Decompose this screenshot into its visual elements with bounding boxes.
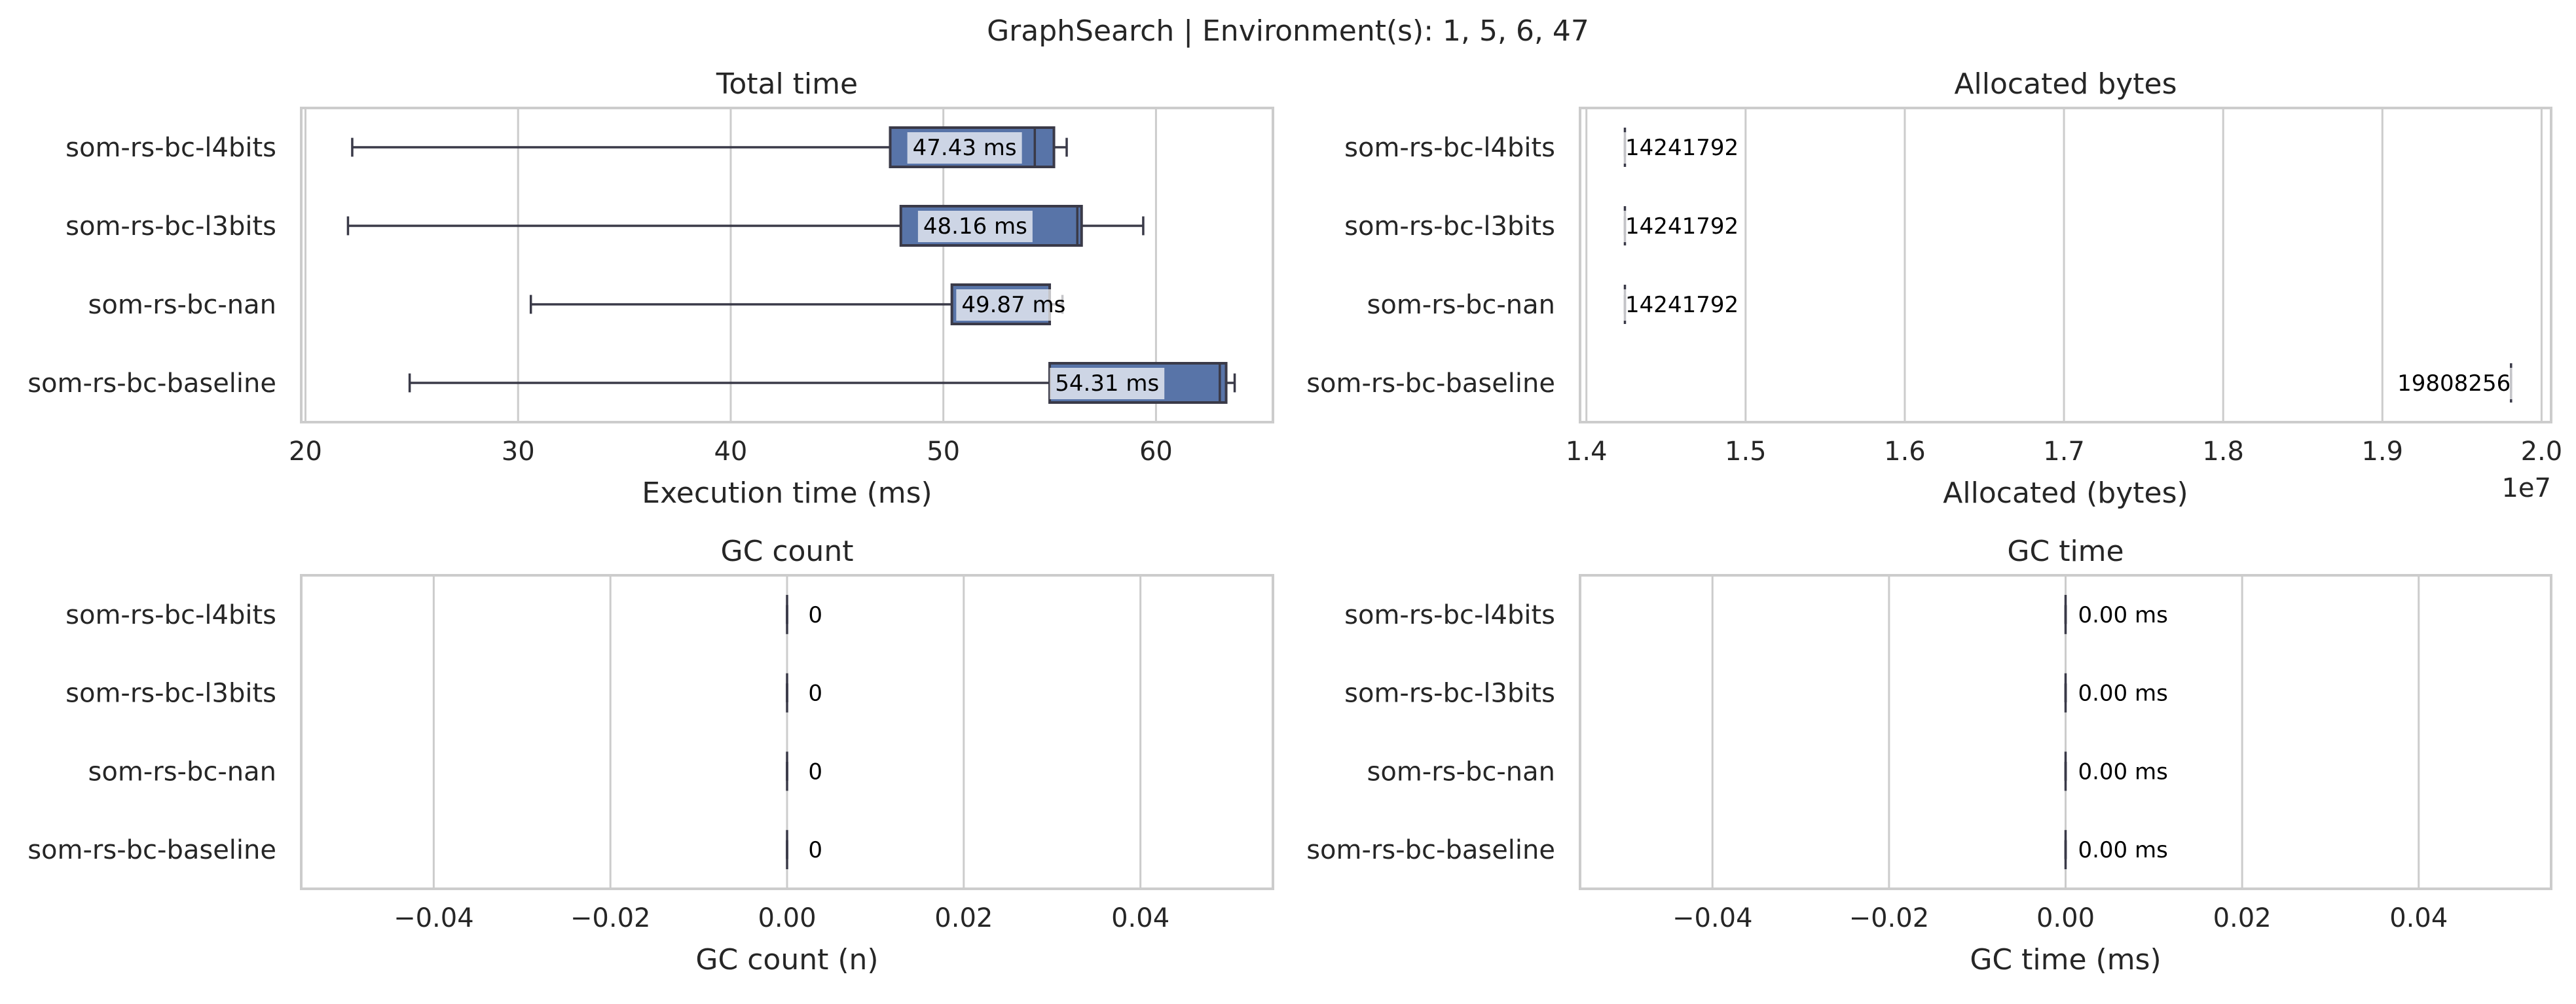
- x-tick-label: 20: [289, 437, 322, 467]
- data-label: 0: [808, 681, 822, 707]
- x-tick-label: 50: [927, 437, 960, 467]
- data-label-background: [1050, 368, 1165, 399]
- x-tick-label: 0.04: [1111, 903, 1169, 933]
- x-tick-label: 0.00: [758, 903, 816, 933]
- data-label-background: [917, 211, 1033, 242]
- x-axis-label: GC time (ms): [1970, 943, 2161, 977]
- x-tick-label: 1.5: [1725, 437, 1767, 467]
- data-label-background: [803, 756, 828, 788]
- data-label: 0: [808, 759, 822, 785]
- y-category-label: som-rs-bc-nan: [88, 757, 276, 787]
- data-label: 47.43 ms: [913, 135, 1017, 161]
- y-category-label: som-rs-bc-l3bits: [1344, 211, 1555, 242]
- data-label-background: [1620, 132, 1744, 164]
- data-label: 0.00 ms: [2078, 681, 2167, 707]
- data-label-background: [2072, 677, 2173, 709]
- data-label-background: [803, 677, 828, 709]
- data-label-background: [2072, 599, 2173, 631]
- y-category-label: som-rs-bc-nan: [1367, 290, 1555, 320]
- y-category-label: som-rs-bc-baseline: [28, 835, 276, 865]
- x-tick-label: 0.02: [934, 903, 993, 933]
- panel-3: GC time −0.04 −0.02 0.00 0.02 0.04 GC time (ms…: [1306, 535, 2552, 977]
- data-label: 19808256: [2397, 370, 2511, 397]
- axes-frame: [300, 574, 1274, 890]
- y-category-label: som-rs-bc-baseline: [28, 368, 276, 399]
- y-category-label: som-rs-bc-l4bits: [1344, 133, 1555, 163]
- x-tick-label: 1.7: [2043, 437, 2085, 467]
- y-category-label: som-rs-bc-l4bits: [65, 133, 276, 163]
- data-label-background: [1620, 289, 1744, 321]
- panel-title: GC count: [721, 535, 854, 568]
- x-tick-label: 2.0: [2521, 437, 2563, 467]
- x-axis-label: Execution time (ms): [642, 476, 932, 510]
- data-label-background: [2072, 834, 2173, 867]
- y-category-label: som-rs-bc-l4bits: [1344, 600, 1555, 630]
- data-label-background: [2072, 756, 2173, 788]
- data-label: 49.87 ms: [961, 292, 1065, 318]
- x-offset-label: 1e7: [2501, 473, 2551, 503]
- panel-title: Allocated bytes: [1954, 67, 2177, 101]
- y-category-label: som-rs-bc-l3bits: [65, 679, 276, 709]
- data-label: 0.00 ms: [2078, 837, 2167, 863]
- y-category-label: som-rs-bc-l3bits: [65, 211, 276, 242]
- data-label: 14241792: [1625, 292, 1739, 318]
- data-label-background: [1620, 211, 1744, 242]
- x-tick-label: 60: [1139, 437, 1173, 467]
- x-tick-label: 1.8: [2202, 437, 2244, 467]
- panel-2: GC count −0.04 −0.02 0.00 0.02 0.04 GC count (…: [28, 535, 1274, 977]
- x-tick-label: 1.4: [1566, 437, 1608, 467]
- data-label-background: [803, 599, 828, 631]
- data-label-background: [803, 834, 828, 867]
- panel-title: Total time: [716, 67, 858, 101]
- chart-panels: Total time 20 30 40 50 60 Execution time (ms) s…: [28, 67, 2562, 977]
- data-label: 0.00 ms: [2078, 602, 2167, 628]
- y-category-label: som-rs-bc-l3bits: [1344, 679, 1555, 709]
- x-tick-label: 0.04: [2389, 903, 2448, 933]
- x-tick-label: 0.02: [2213, 903, 2272, 933]
- x-tick-label: −0.04: [1672, 903, 1753, 933]
- axes-frame: [1579, 107, 2552, 423]
- data-label: 0: [808, 837, 822, 863]
- data-label-background: [907, 132, 1022, 164]
- data-label: 0: [808, 602, 822, 628]
- y-category-label: som-rs-bc-baseline: [1306, 835, 1555, 865]
- y-category-label: som-rs-bc-l4bits: [65, 600, 276, 630]
- y-category-label: som-rs-bc-nan: [1367, 757, 1555, 787]
- x-tick-label: −0.04: [394, 903, 474, 933]
- axes-frame: [1579, 574, 2552, 890]
- panel-0: Total time 20 30 40 50 60 Execution time (ms) s…: [28, 67, 1274, 510]
- data-label: 14241792: [1625, 135, 1739, 161]
- x-axis-label: GC count (n): [695, 943, 878, 977]
- panel-1: Allocated bytes 1.4 1.5 1.6 1.7 1.8 1.9 2.0 1e7 A…: [1306, 67, 2562, 510]
- data-label: 0.00 ms: [2078, 759, 2167, 785]
- x-tick-label: 1.9: [2361, 437, 2403, 467]
- y-category-label: som-rs-bc-nan: [88, 290, 276, 320]
- x-tick-label: 1.6: [1884, 437, 1926, 467]
- data-label: 14241792: [1625, 213, 1739, 240]
- data-label: 48.16 ms: [923, 213, 1027, 240]
- x-tick-label: −0.02: [570, 903, 651, 933]
- data-label: 54.31 ms: [1055, 370, 1159, 397]
- data-label-background: [956, 289, 1071, 321]
- data-label-background: [2392, 368, 2516, 399]
- axes-frame: [300, 107, 1274, 423]
- x-tick-label: 30: [502, 437, 535, 467]
- x-tick-label: 40: [714, 437, 747, 467]
- y-category-label: som-rs-bc-baseline: [1306, 368, 1555, 399]
- panel-title: GC time: [2007, 535, 2124, 568]
- x-axis-label: Allocated (bytes): [1943, 476, 2188, 510]
- x-tick-label: 0.00: [2036, 903, 2095, 933]
- figure-suptitle: GraphSearch | Environment(s): 1, 5, 6, 4…: [987, 14, 1589, 48]
- x-tick-label: −0.02: [1849, 903, 1930, 933]
